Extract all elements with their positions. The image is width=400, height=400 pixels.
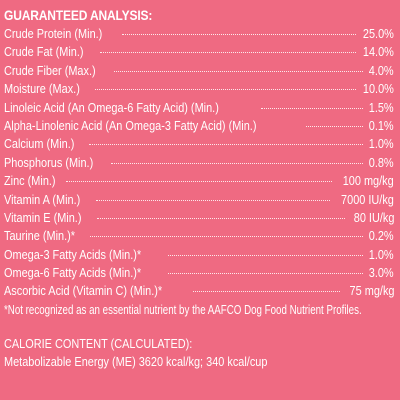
dot-leader — [66, 181, 333, 183]
nutrient-label: Calcium (Min.) — [4, 136, 75, 152]
guaranteed-analysis-heading: GUARANTEED ANALYSIS: — [4, 7, 153, 23]
nutrient-value: 1.5% — [369, 99, 394, 115]
dot-leader — [99, 52, 357, 54]
analysis-row: Phosphorus (Min.) 0.8% — [4, 154, 394, 172]
nutrient-label: Zinc (Min.) — [4, 173, 56, 189]
nutrient-value: 10.0% — [363, 81, 394, 97]
nutrient-label: Vitamin E (Min.) — [4, 209, 82, 225]
nutrient-value: 4.0% — [369, 62, 394, 78]
dot-leader — [193, 291, 340, 293]
nutrient-value: 80 IU/kg — [353, 209, 394, 225]
analysis-table: Crude Protein (Min.) 25.0% Crude Fat (Mi… — [4, 25, 394, 301]
nutrient-value: 0.8% — [369, 154, 394, 170]
analysis-row: Alpha-Linolenic Acid (An Omega-3 Fatty A… — [4, 117, 394, 135]
dot-leader — [97, 217, 345, 219]
analysis-row: Ascorbic Acid (Vitamin C) (Min.)* 75 mg/… — [4, 282, 394, 300]
dot-leader — [95, 199, 331, 201]
nutrient-label: Omega-6 Fatty Acids (Min.)* — [4, 265, 142, 281]
nutrient-value: 1.0% — [369, 136, 394, 152]
analysis-row: Crude Protein (Min.) 25.0% — [4, 25, 394, 43]
dot-leader — [305, 125, 364, 127]
nutrient-label: Phosphorus (Min.) — [4, 154, 94, 170]
aafco-footnote: *Not recognized as an essential nutrient… — [4, 302, 362, 317]
nutrient-label: Crude Fiber (Max.) — [4, 62, 96, 78]
analysis-row: Vitamin E (Min.) 80 IU/kg — [4, 209, 394, 227]
dot-leader — [122, 34, 357, 35]
nutrient-value: 75 mg/kg — [349, 283, 394, 299]
nutrient-label: Taurine (Min.)* — [4, 228, 76, 244]
dot-leader — [168, 273, 364, 275]
analysis-row: Zinc (Min.) 100 mg/kg — [4, 172, 394, 190]
analysis-row: Crude Fiber (Max.) 4.0% — [4, 62, 394, 80]
analysis-row: Vitamin A (Min.) 7000 IU/kg — [4, 191, 394, 209]
nutrient-label: Vitamin A (Min.) — [4, 191, 81, 207]
dot-leader — [88, 144, 364, 146]
analysis-row: Taurine (Min.)* 0.2% — [4, 227, 394, 245]
nutrient-label: Ascorbic Acid (Vitamin C) (Min.)* — [4, 283, 163, 299]
nutrient-value: 14.0% — [363, 44, 394, 60]
nutrient-label: Crude Fat (Min.) — [4, 44, 84, 60]
dot-leader — [95, 89, 357, 91]
nutrient-label: Linoleic Acid (An Omega-6 Fatty Acid) (M… — [4, 99, 219, 115]
nutrient-value: 25.0% — [363, 26, 394, 41]
analysis-row: Linoleic Acid (An Omega-6 Fatty Acid) (M… — [4, 99, 394, 117]
nutrient-label: Alpha-Linolenic Acid (An Omega-3 Fatty A… — [4, 117, 257, 133]
analysis-row: Moisture (Max.) 10.0% — [4, 80, 394, 98]
nutrient-value: 0.2% — [369, 228, 394, 244]
nutrient-value: 1.0% — [369, 246, 394, 262]
analysis-row: Omega-3 Fatty Acids (Min.)* 1.0% — [4, 246, 394, 264]
analysis-row: Crude Fat (Min.) 14.0% — [4, 43, 394, 61]
nutrient-value: 3.0% — [369, 265, 394, 281]
calorie-content-heading: CALORIE CONTENT (CALCULATED): — [4, 335, 193, 351]
nutrient-label: Omega-3 Fatty Acids (Min.)* — [4, 246, 142, 262]
nutrient-value: 7000 IU/kg — [341, 191, 394, 207]
analysis-row: Omega-6 Fatty Acids (Min.)* 3.0% — [4, 264, 394, 282]
dot-leader — [89, 236, 364, 238]
nutrient-value: 100 mg/kg — [343, 173, 394, 189]
dot-leader — [260, 107, 364, 109]
metabolizable-energy-text: Metabolizable Energy (ME) 3620 kcal/kg; … — [4, 353, 268, 369]
nutrient-label: Crude Protein (Min.) — [4, 26, 103, 41]
dot-leader — [114, 70, 364, 72]
analysis-row: Calcium (Min.) 1.0% — [4, 135, 394, 153]
dot-leader — [168, 254, 364, 256]
calorie-content-section: CALORIE CONTENT (CALCULATED): Metaboliza… — [4, 335, 394, 371]
nutrient-label: Moisture (Max.) — [4, 81, 80, 97]
nutrient-value: 0.1% — [369, 117, 394, 133]
dot-leader — [111, 162, 364, 164]
